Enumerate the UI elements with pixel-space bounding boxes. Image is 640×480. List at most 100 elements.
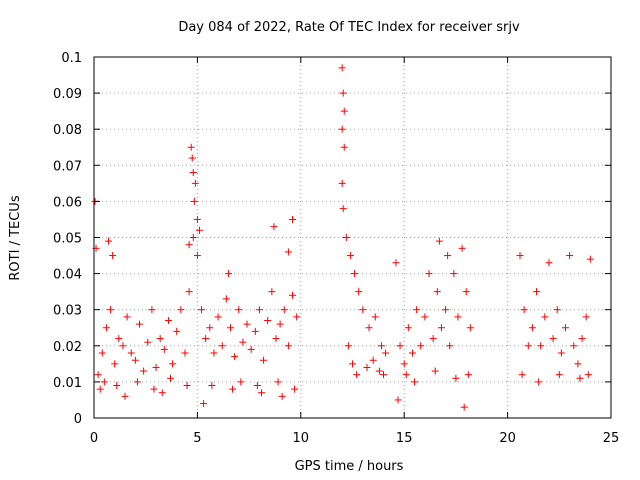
x-tick-label: 15 xyxy=(396,431,413,446)
data-point xyxy=(582,313,590,321)
data-point xyxy=(524,342,532,350)
data-point xyxy=(346,252,354,260)
data-point xyxy=(380,371,388,379)
data-points xyxy=(91,64,594,411)
data-point xyxy=(289,215,297,223)
data-point xyxy=(191,179,199,187)
data-point xyxy=(541,313,549,321)
data-point xyxy=(150,385,158,393)
data-point xyxy=(231,353,239,361)
data-point xyxy=(187,143,195,151)
data-point xyxy=(351,270,359,278)
data-point xyxy=(280,306,288,314)
data-point xyxy=(464,371,472,379)
data-point xyxy=(144,338,152,346)
axis-ticks xyxy=(93,56,612,419)
data-point xyxy=(576,374,584,382)
data-point xyxy=(339,89,347,97)
data-point xyxy=(570,342,578,350)
data-point xyxy=(421,313,429,321)
data-point xyxy=(190,197,198,205)
data-point xyxy=(115,335,123,343)
y-tick-label: 0.01 xyxy=(53,376,82,391)
data-point xyxy=(338,64,346,72)
data-point xyxy=(369,356,377,364)
data-point xyxy=(425,270,433,278)
data-point xyxy=(342,234,350,241)
data-point xyxy=(562,324,570,332)
data-point xyxy=(392,259,400,267)
x-tick-label: 10 xyxy=(293,431,310,446)
y-tick-label: 0.1 xyxy=(61,51,82,66)
data-point xyxy=(148,306,156,314)
data-point xyxy=(193,252,201,260)
data-point xyxy=(340,107,348,115)
data-point xyxy=(189,234,197,241)
data-point xyxy=(466,324,474,332)
data-point xyxy=(371,313,379,321)
data-point xyxy=(396,342,404,350)
y-tick-labels: 0 0.01 0.02 0.03 0.04 0.05 0.06 0.07 0.08 0.09 0.1 xyxy=(53,51,82,427)
data-point xyxy=(164,317,172,325)
data-point xyxy=(177,306,185,314)
data-point xyxy=(123,313,131,321)
data-point xyxy=(353,371,361,379)
data-point xyxy=(363,363,371,371)
y-axis-label: ROTI / TECUs xyxy=(8,195,23,280)
data-point xyxy=(349,360,356,368)
data-point xyxy=(375,367,383,375)
data-point xyxy=(229,385,237,393)
data-point xyxy=(156,335,164,343)
data-point xyxy=(183,382,191,390)
data-point xyxy=(557,349,565,357)
data-point xyxy=(185,288,193,296)
data-point xyxy=(247,345,255,353)
data-point xyxy=(109,252,117,260)
data-point xyxy=(340,143,348,151)
data-point xyxy=(411,378,419,386)
data-point xyxy=(276,320,284,328)
y-tick-label: 0.09 xyxy=(53,87,82,102)
data-point xyxy=(359,306,367,314)
data-point xyxy=(338,125,346,133)
data-point xyxy=(96,385,104,393)
data-point xyxy=(442,306,450,314)
data-point xyxy=(193,215,201,223)
data-point xyxy=(258,389,266,397)
data-point xyxy=(446,342,454,350)
data-point xyxy=(404,324,412,332)
data-point xyxy=(243,320,251,328)
data-point xyxy=(520,306,528,314)
data-point xyxy=(516,252,524,260)
x-tick-label: 5 xyxy=(193,431,201,446)
y-tick-label: 0.02 xyxy=(53,340,82,355)
y-tick-label: 0 xyxy=(74,412,82,427)
data-point xyxy=(284,248,292,256)
data-point xyxy=(382,349,390,357)
data-point xyxy=(435,237,443,245)
data-point xyxy=(402,371,410,379)
data-point xyxy=(274,378,282,386)
data-point xyxy=(545,259,553,267)
data-point xyxy=(135,320,143,328)
data-point xyxy=(268,288,276,296)
y-tick-label: 0.05 xyxy=(53,232,82,247)
data-point xyxy=(413,306,421,314)
data-point xyxy=(278,392,286,400)
data-point xyxy=(566,252,574,260)
data-point xyxy=(433,288,441,296)
data-point xyxy=(291,385,299,393)
data-point xyxy=(214,313,222,321)
data-point xyxy=(528,324,536,332)
data-point xyxy=(553,306,561,314)
data-point xyxy=(458,244,466,252)
data-point xyxy=(555,371,563,379)
data-point xyxy=(195,226,203,234)
y-tick-label: 0.08 xyxy=(53,123,82,138)
data-point xyxy=(133,378,141,386)
data-point xyxy=(549,335,557,343)
data-point xyxy=(189,169,197,177)
data-point xyxy=(113,382,121,390)
data-point xyxy=(239,338,247,346)
data-point xyxy=(338,179,346,187)
